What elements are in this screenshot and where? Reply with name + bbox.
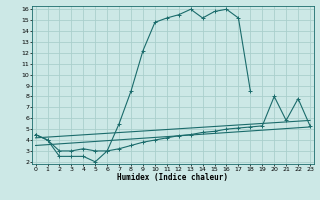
X-axis label: Humidex (Indice chaleur): Humidex (Indice chaleur)	[117, 173, 228, 182]
